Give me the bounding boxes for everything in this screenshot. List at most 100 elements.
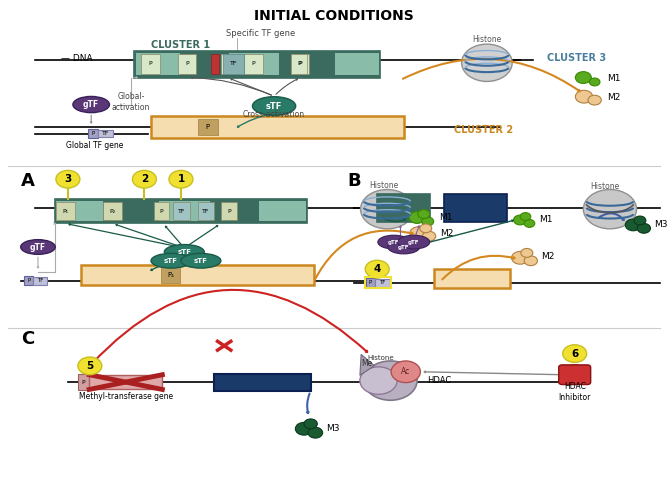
Text: 2: 2 (140, 174, 148, 184)
FancyBboxPatch shape (103, 203, 122, 220)
Ellipse shape (378, 235, 410, 249)
FancyBboxPatch shape (377, 194, 430, 222)
Text: Histone: Histone (472, 35, 501, 44)
Text: P: P (185, 61, 189, 66)
Circle shape (423, 231, 435, 241)
Text: P: P (227, 208, 231, 213)
Text: M3: M3 (655, 220, 668, 229)
Ellipse shape (253, 97, 296, 116)
FancyBboxPatch shape (151, 116, 404, 138)
Circle shape (56, 170, 80, 188)
Ellipse shape (398, 235, 429, 249)
Circle shape (513, 215, 527, 225)
Text: P: P (298, 61, 301, 66)
Text: gTF: gTF (388, 240, 400, 245)
Ellipse shape (73, 96, 110, 113)
FancyBboxPatch shape (214, 374, 310, 391)
FancyBboxPatch shape (89, 375, 163, 389)
Circle shape (409, 211, 425, 223)
Circle shape (520, 212, 531, 220)
FancyBboxPatch shape (56, 203, 75, 220)
Text: P: P (149, 61, 152, 66)
Text: CLUSTER 3: CLUSTER 3 (547, 53, 606, 63)
FancyBboxPatch shape (558, 365, 591, 384)
Circle shape (637, 223, 650, 233)
Text: TF: TF (177, 208, 185, 213)
FancyBboxPatch shape (198, 119, 218, 135)
Text: Histone: Histone (369, 181, 398, 190)
Circle shape (634, 216, 646, 225)
Text: M1: M1 (439, 213, 452, 222)
Text: sTF: sTF (194, 258, 208, 264)
Circle shape (391, 361, 421, 382)
Circle shape (418, 209, 429, 218)
Circle shape (562, 345, 587, 363)
Circle shape (169, 170, 193, 188)
Text: M2: M2 (542, 252, 555, 261)
FancyBboxPatch shape (182, 53, 226, 75)
Circle shape (462, 44, 512, 82)
Ellipse shape (388, 240, 420, 254)
Text: CLUSTER 1: CLUSTER 1 (151, 40, 210, 49)
Text: M2: M2 (440, 229, 454, 238)
FancyBboxPatch shape (24, 277, 34, 286)
FancyBboxPatch shape (173, 203, 190, 220)
Ellipse shape (21, 240, 55, 254)
FancyBboxPatch shape (54, 199, 307, 223)
FancyBboxPatch shape (375, 279, 390, 287)
FancyBboxPatch shape (177, 54, 196, 74)
Circle shape (589, 78, 600, 86)
Text: Ac: Ac (401, 367, 411, 376)
Text: 6: 6 (571, 349, 579, 359)
Text: Global TF gene: Global TF gene (66, 141, 123, 150)
Text: C: C (22, 330, 34, 348)
FancyBboxPatch shape (78, 374, 89, 390)
Text: TF: TF (379, 281, 386, 286)
Circle shape (365, 260, 389, 278)
Text: B: B (347, 172, 361, 190)
Text: Methyl-transferase gene: Methyl-transferase gene (79, 392, 173, 401)
Text: sTF: sTF (266, 102, 282, 111)
Text: Me: Me (362, 359, 373, 368)
Circle shape (575, 90, 593, 103)
FancyBboxPatch shape (221, 203, 237, 220)
Ellipse shape (151, 253, 191, 268)
Circle shape (521, 248, 533, 257)
Circle shape (296, 422, 312, 435)
FancyBboxPatch shape (81, 265, 314, 286)
Text: gTF: gTF (408, 240, 419, 245)
Ellipse shape (562, 366, 587, 384)
Text: P: P (298, 61, 302, 66)
FancyBboxPatch shape (141, 54, 160, 74)
Text: M3: M3 (326, 424, 339, 433)
Text: A: A (22, 172, 35, 190)
Text: 5: 5 (86, 361, 93, 371)
Text: Specific TF gene: Specific TF gene (226, 29, 296, 38)
Text: 1: 1 (177, 174, 185, 184)
FancyBboxPatch shape (433, 269, 510, 288)
FancyBboxPatch shape (366, 279, 375, 288)
Text: Histone: Histone (591, 182, 620, 191)
FancyBboxPatch shape (99, 129, 113, 137)
Text: P: P (206, 124, 210, 130)
FancyBboxPatch shape (229, 53, 280, 75)
Circle shape (410, 227, 427, 240)
Circle shape (422, 217, 433, 226)
Circle shape (524, 219, 535, 227)
FancyBboxPatch shape (291, 54, 307, 74)
FancyBboxPatch shape (291, 54, 309, 74)
Text: Cross-activation: Cross-activation (243, 110, 305, 119)
FancyBboxPatch shape (282, 53, 333, 75)
FancyBboxPatch shape (88, 129, 99, 138)
FancyBboxPatch shape (211, 54, 219, 74)
Text: 4: 4 (374, 264, 381, 274)
Text: P: P (27, 279, 30, 284)
FancyBboxPatch shape (106, 202, 157, 221)
Text: TF: TF (230, 61, 237, 66)
Ellipse shape (165, 245, 204, 259)
Text: TF: TF (102, 131, 110, 136)
Text: gTF: gTF (30, 243, 46, 251)
Text: TF: TF (37, 279, 43, 284)
FancyBboxPatch shape (198, 203, 214, 220)
Circle shape (78, 357, 102, 375)
